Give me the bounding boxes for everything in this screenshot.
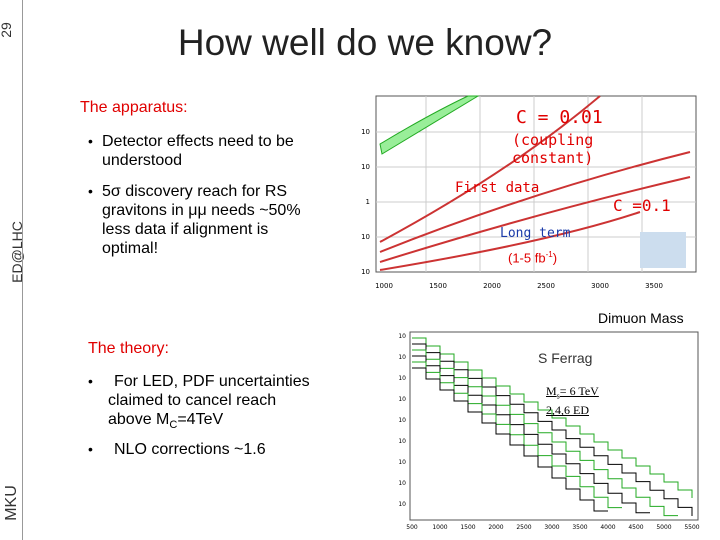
x-tick-label: 2000: [488, 524, 503, 531]
section-heading: The apparatus:: [80, 99, 188, 116]
title: How well do we know?: [177, 22, 553, 63]
x-tick-label: 3500: [572, 524, 587, 531]
y-tick-label: 10: [361, 233, 370, 241]
y-tick-label: 10: [361, 128, 370, 136]
line: 2,4,6 ED: [546, 403, 589, 418]
x-tick-label: 2500: [516, 524, 531, 531]
x-tick-label: 1000: [432, 524, 447, 531]
x-tick-label: 3000: [544, 524, 559, 531]
line: less data if alignment is: [102, 221, 269, 238]
subscript: s: [556, 391, 560, 401]
x-tick-label: 4500: [628, 524, 643, 531]
plot-label: Long term: [500, 226, 571, 241]
margin-line: [22, 0, 23, 540]
plot-label: (coupling constant): [512, 131, 593, 167]
x-tick-label: 3500: [645, 282, 663, 290]
y-tick-label: 10: [398, 396, 406, 403]
line: gravitons in μμ needs ~50%: [102, 202, 301, 219]
histograms: [412, 337, 693, 517]
x-tick-label: 5000: [656, 524, 671, 531]
step-curve: [412, 349, 678, 517]
y-tick-label: 10: [398, 333, 406, 340]
x-tick-label: 500: [406, 524, 418, 531]
line: (coupling: [512, 131, 594, 149]
bullet-text: For LED, PDF uncertainties claimed to ca…: [108, 372, 310, 435]
bottom-plot: 500 1000 1500 2000 2500 3000 3500 4000 4500 5000 5…: [398, 331, 700, 531]
x-tick-label: 5500: [684, 524, 699, 531]
step-curve: [412, 367, 608, 512]
plot-label: C = 0.01: [516, 107, 603, 128]
y-tick-label: 10: [361, 268, 370, 276]
detector-icon: [640, 232, 686, 268]
text: = 6 TeV: [559, 384, 599, 398]
plot-author: S Ferrag: [538, 350, 593, 366]
step-curve: [412, 361, 622, 509]
bullet-text: NLO corrections ~1.6: [114, 440, 266, 459]
subscript: C: [169, 419, 178, 432]
x-tick-label: 1500: [429, 282, 447, 290]
superscript: -1: [545, 250, 553, 259]
text: above M: [108, 411, 170, 428]
text: ): [552, 250, 558, 266]
bullet: •: [88, 133, 93, 149]
x-tick-label: 4000: [600, 524, 615, 531]
y-tick-label: 10: [361, 163, 370, 171]
x-tick-label: 3000: [591, 282, 609, 290]
y-tick-label: 10: [398, 480, 406, 487]
line: above MC=4TeV: [108, 410, 310, 435]
y-tick-label: 10: [398, 375, 406, 382]
line: constant): [512, 149, 594, 167]
plot-label: C =0.1: [613, 196, 671, 215]
band: [379, 176, 691, 263]
x-tick-label: 1500: [460, 524, 475, 531]
plot-label: (1-5 fb-1): [508, 250, 557, 265]
bullet: •: [88, 373, 93, 389]
text: M: [546, 384, 557, 398]
band: [379, 95, 601, 243]
line: Ms= 6 TeV: [546, 384, 599, 403]
x-tick-label: 1000: [375, 282, 393, 290]
y-tick-label: 10: [398, 354, 406, 361]
bullet-text: Detector effects need to be understood: [102, 132, 294, 170]
author-label: MKU: [2, 485, 20, 521]
line: understood: [102, 152, 183, 169]
y-tick-label: 10: [398, 417, 406, 424]
band: [379, 211, 641, 271]
line: For LED, PDF uncertainties: [114, 373, 310, 390]
x-tick-label: 2500: [537, 282, 555, 290]
bullet: •: [88, 183, 93, 199]
band: [379, 95, 480, 155]
bullet-text: 5σ discovery reach for RS gravitons in μ…: [102, 182, 301, 258]
band: [379, 151, 691, 253]
bullet: •: [88, 441, 93, 457]
y-tick-label: 10: [398, 459, 406, 466]
line: optimal!: [102, 240, 159, 257]
text: =4TeV: [177, 411, 224, 428]
plot-caption: Dimuon Mass: [598, 310, 684, 326]
plot-label: First data: [455, 180, 540, 196]
line: claimed to cancel reach: [108, 392, 277, 409]
line: 5σ discovery reach for RS: [102, 183, 288, 200]
top-plot: 1000 1500 2000 2500 3000 3500 10 10 1 10 10: [361, 95, 697, 290]
y-tick-label: 1: [366, 198, 370, 206]
line: NLO corrections ~1.6: [114, 441, 266, 458]
step-curve: [412, 337, 693, 498]
y-tick-label: 10: [398, 501, 406, 508]
step-curve: [412, 355, 650, 514]
line: Detector effects need to be: [102, 133, 294, 150]
section-heading: The theory:: [88, 340, 169, 357]
step-curve: [412, 343, 693, 516]
text: (1-5 fb: [508, 250, 546, 266]
plot-note: Ms= 6 TeV 2,4,6 ED: [546, 384, 599, 418]
x-tick-label: 2000: [483, 282, 501, 290]
y-tick-label: 10: [398, 438, 406, 445]
